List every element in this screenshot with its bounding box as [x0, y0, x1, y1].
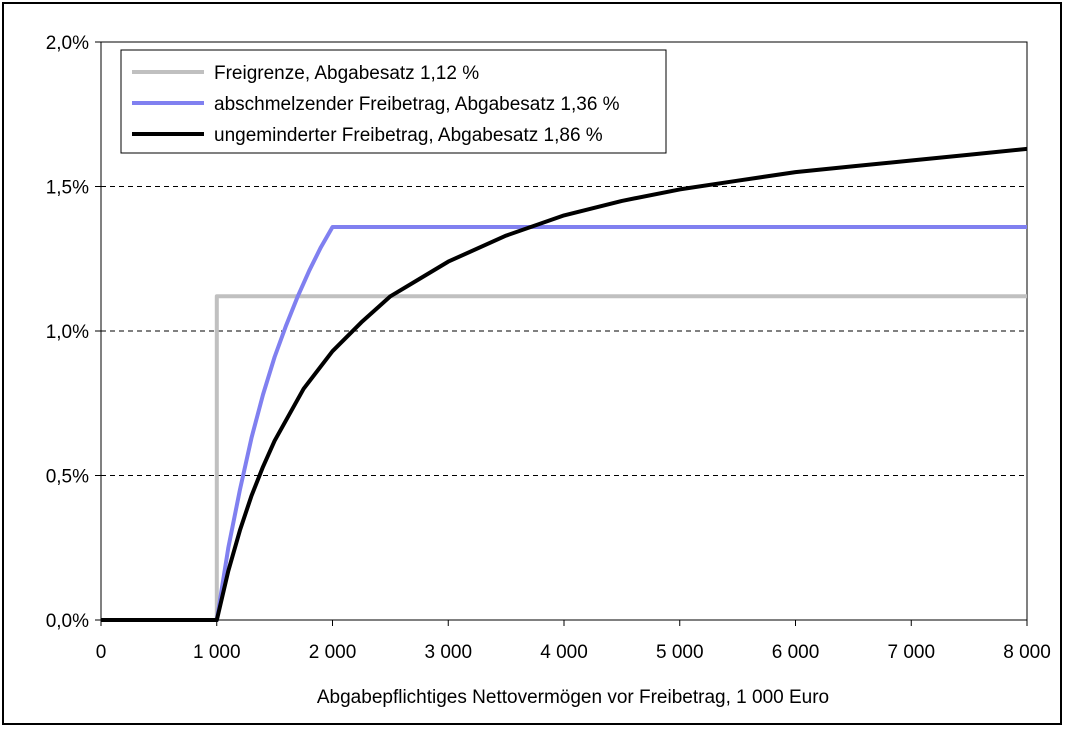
legend-items: Freigrenze, Abgabesatz 1,12 % abschmelzen… — [132, 63, 620, 146]
y-tick-label: 1,0% — [46, 322, 89, 343]
legend-label-2: abschmelzender Freibetrag, Abgabesatz 1,… — [214, 94, 620, 115]
legend-label-1: Freigrenze, Abgabesatz 1,12 % — [214, 63, 479, 84]
legend-box — [120, 49, 667, 154]
y-tick-label: 0,5% — [46, 467, 89, 488]
y-tick-label: 1,5% — [46, 178, 89, 199]
x-tick-label: 2 000 — [309, 642, 357, 663]
axis-layer — [95, 41, 1028, 626]
y-tick-label: 0,0% — [46, 611, 89, 632]
series-layer — [101, 146, 1028, 622]
series-line-3 — [101, 146, 1028, 622]
x-axis-title: Abgabepflichtiges Nettovermögen vor Frei… — [317, 687, 829, 708]
legend-label-3: ungeminderter Freibetrag, Abgabesatz 1,8… — [214, 125, 603, 146]
x-tick-label: 0 — [96, 642, 107, 663]
x-tick-label: 8 000 — [1003, 642, 1051, 663]
y-tick-label: 2,0% — [46, 33, 89, 54]
chart-svg: 0,0% 0,5% 1,0% 1,5% 2,0% 0 1 000 2 000 3 000 4 00… — [46, 33, 1051, 708]
x-tick-label: 1 000 — [193, 642, 241, 663]
x-tick-label: 5 000 — [656, 642, 704, 663]
x-tick-label: 6 000 — [772, 642, 820, 663]
series-line-1 — [101, 294, 1027, 622]
x-tick-label: 7 000 — [887, 642, 935, 663]
series-line-2 — [101, 225, 1027, 622]
x-tick-label: 3 000 — [424, 642, 472, 663]
tick-label-layer: 0,0% 0,5% 1,0% 1,5% 2,0% 0 1 000 2 000 3 000 4 00… — [46, 33, 1051, 663]
x-tick-label: 4 000 — [540, 642, 588, 663]
legend: Freigrenze, Abgabesatz 1,12 % abschmelzen… — [120, 49, 667, 154]
